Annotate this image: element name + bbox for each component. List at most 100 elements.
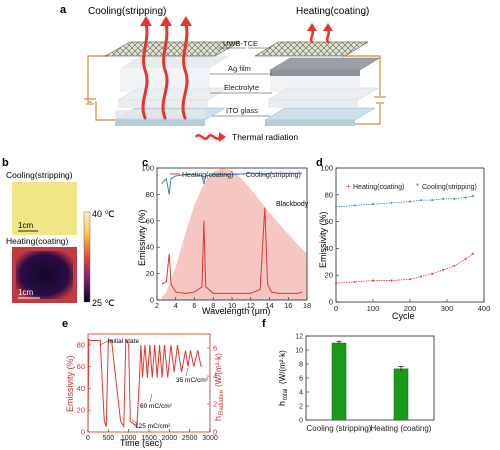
xlabel-e: Time (sec) bbox=[120, 438, 162, 448]
series-d-heating bbox=[335, 253, 474, 284]
point-d-heating bbox=[453, 264, 456, 267]
xtick-label-d-200: 200 bbox=[404, 304, 417, 313]
point-d-heating bbox=[409, 278, 411, 281]
panel-d: d 0 100 200 300 400 0 20 40 60 80 100 + Heating(co… bbox=[316, 157, 490, 321]
thermal-radiation-arrows-right bbox=[307, 23, 333, 44]
point-d-cooling bbox=[453, 197, 456, 200]
point-d-cooling bbox=[471, 195, 474, 198]
series-e bbox=[87, 338, 202, 429]
ytick-label-f-10: 10 bbox=[295, 348, 303, 355]
xtick-label-c-8: 8 bbox=[211, 301, 215, 310]
ylabel-f-unit: (W/(m²·k) bbox=[278, 350, 287, 384]
heating-title-b: Heating(coating) bbox=[6, 236, 69, 246]
xtick-label-e-500: 500 bbox=[102, 435, 114, 442]
svg-text:*: * bbox=[416, 182, 419, 191]
xtick-label-d-0: 0 bbox=[334, 304, 338, 313]
ytick-label-f-0: 0 bbox=[299, 418, 303, 425]
colorbar-max-label: 40 ℃ bbox=[92, 209, 115, 219]
point-d-cooling bbox=[431, 199, 434, 202]
panel-f: f Cooling (stripping) Heating (coating) 0 2… bbox=[262, 318, 435, 433]
annotation-125: 125 mC/cm² bbox=[135, 423, 171, 430]
ytick-label-f-4: 4 bbox=[299, 390, 303, 397]
xtick-label-d-300: 300 bbox=[441, 304, 454, 313]
ylabel-e-right-h: h bbox=[213, 416, 223, 421]
thermal-radiation-legend-text: Thermal radiation bbox=[232, 132, 298, 142]
thermal-radiation-icon bbox=[194, 134, 222, 140]
axes-frame-f bbox=[305, 335, 435, 421]
xtick-label-c-10: 10 bbox=[228, 301, 236, 310]
colorbar bbox=[83, 211, 91, 303]
xlabel-d: Cycle bbox=[392, 311, 415, 321]
ylabel-f-sub: total bbox=[283, 389, 289, 400]
point-d-heating bbox=[390, 279, 393, 282]
ytick-label-c-100: 100 bbox=[141, 164, 154, 173]
legend-c-heating: Heating(coating) bbox=[182, 172, 233, 179]
ytick-label-f-2: 2 bbox=[299, 404, 303, 411]
ytick-right-label-e-6: 6 bbox=[213, 344, 217, 353]
point-d-cooling bbox=[420, 199, 423, 202]
point-d-heating bbox=[471, 252, 474, 255]
point-d-cooling bbox=[335, 205, 337, 208]
layer-labels: UWB-TCE Ag film Electrolyte ITO glass bbox=[210, 39, 272, 117]
xlabel-c: Wavelength (μm) bbox=[202, 306, 270, 316]
point-d-heating bbox=[431, 272, 434, 275]
ytick-label-c-20: 20 bbox=[146, 269, 154, 278]
ylabel-e: Emissivity (%) bbox=[65, 356, 75, 413]
scale-text-cooling: 1cm bbox=[18, 221, 33, 230]
xtick-label-c-4: 4 bbox=[174, 301, 178, 310]
xtick-label-c-14: 14 bbox=[265, 301, 273, 310]
panel-label-a: a bbox=[60, 4, 67, 16]
ytick-label-e-40: 40 bbox=[77, 384, 85, 393]
heating-title-a: Heating(coating) bbox=[296, 6, 369, 17]
xtick-label-c-18: 18 bbox=[303, 301, 311, 310]
annotation-35: 35 mC/cm² bbox=[176, 377, 209, 384]
ytick-label-f-6: 6 bbox=[299, 376, 303, 383]
legend-d-cooling: Cooling(stripping) bbox=[422, 184, 477, 191]
point-d-cooling bbox=[464, 196, 467, 199]
thermal-radiation-arrows-left bbox=[140, 16, 192, 120]
panel-c: c 2 4 6 8 10 12 14 16 18 0 20 40 60 80 100 Heating(coa… bbox=[137, 157, 311, 316]
plot-d: 0 100 200 300 400 0 20 40 60 80 100 bbox=[320, 164, 490, 314]
layer-label-ag-film: Ag film bbox=[228, 64, 251, 73]
series-d-cooling bbox=[335, 195, 473, 208]
series-c-cooling bbox=[161, 172, 303, 195]
xtick-label-c-2: 2 bbox=[155, 301, 159, 310]
xtick-label-c-6: 6 bbox=[192, 301, 196, 310]
ylabel-e-right-unit: (W/(m²·k) bbox=[214, 353, 223, 387]
ylabel-d: Emissivity (%) bbox=[318, 212, 328, 269]
legend-c-cooling: Cooling(stripping) bbox=[246, 172, 301, 179]
ytick-label-d-100: 100 bbox=[320, 164, 333, 173]
point-d-cooling bbox=[409, 200, 411, 203]
colorbar-min-label: 25 ℃ bbox=[92, 298, 115, 308]
ytick-label-f-12: 12 bbox=[295, 334, 303, 341]
legend-d-heating: Heating(coating) bbox=[353, 184, 404, 191]
panel-label-b: b bbox=[2, 157, 9, 169]
bar-f-0 bbox=[331, 342, 347, 421]
layer-label-electrolyte: Electrolyte bbox=[224, 83, 259, 92]
ytick-right-label-e-4: 4 bbox=[213, 372, 217, 381]
series-c-heating bbox=[161, 207, 303, 294]
right-device-stack bbox=[254, 41, 381, 126]
cooling-title-b: Cooling(stripping) bbox=[6, 170, 73, 180]
xtick-label-e-1000: 1000 bbox=[121, 435, 137, 442]
ytick-label-c-60: 60 bbox=[146, 216, 154, 225]
legend-d: + Heating(coating) * Cooling(stripping) bbox=[346, 182, 477, 191]
xtick-label-e-0: 0 bbox=[86, 435, 90, 442]
point-d-cooling bbox=[390, 201, 393, 204]
plot-c: 2 4 6 8 10 12 14 16 18 0 20 40 60 80 100 bbox=[141, 164, 311, 311]
point-d-cooling bbox=[442, 197, 445, 200]
category-label-f-1: Heating (coating) bbox=[371, 424, 432, 433]
ytick-label-d-40: 40 bbox=[325, 244, 333, 253]
blackbody-annotation: Blackbody bbox=[276, 201, 309, 208]
point-d-heating bbox=[442, 268, 445, 271]
xtick-label-d-100: 100 bbox=[367, 304, 380, 313]
xtick-label-e-1500: 1500 bbox=[141, 435, 157, 442]
panel-label-d: d bbox=[316, 157, 323, 169]
ylabel-e-right: h Radiative (W/(m²·k) bbox=[213, 353, 225, 421]
ytick-label-e-80: 80 bbox=[77, 340, 85, 349]
ytick-label-c-80: 80 bbox=[146, 190, 154, 199]
svg-text:+: + bbox=[346, 182, 351, 191]
ytick-label-e-20: 20 bbox=[77, 406, 85, 415]
